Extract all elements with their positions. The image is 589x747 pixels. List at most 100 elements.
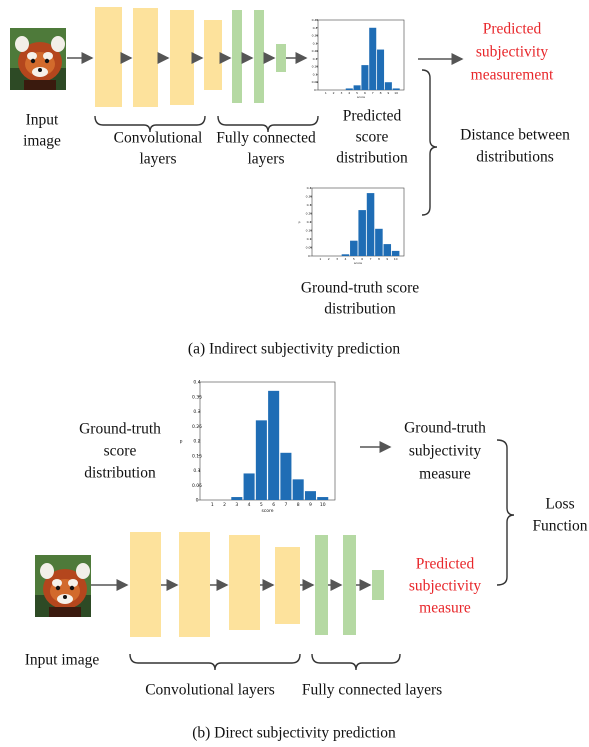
bar — [244, 473, 255, 500]
caption: (b) Direct subjectivity prediction — [192, 725, 396, 742]
input-image — [35, 555, 91, 617]
bar — [317, 497, 328, 500]
y-axis-label: p — [298, 220, 300, 224]
y-tick-label: 0.05 — [192, 483, 202, 489]
x-tick-label: 4 — [344, 257, 346, 261]
loss-label: Loss — [545, 496, 574, 513]
fc-layer — [254, 10, 264, 103]
conv-layer — [229, 535, 260, 630]
conv-layer — [204, 20, 222, 90]
input-label: image — [23, 133, 61, 150]
brace — [130, 654, 300, 670]
x-tick-label: 3 — [340, 91, 342, 95]
x-axis-label: score — [261, 508, 273, 514]
gt-dist-label: score — [104, 443, 137, 460]
y-tick-label: 0.3 — [307, 203, 312, 207]
conv-label: Convolutional layers — [145, 682, 275, 699]
conv-layer — [133, 8, 158, 107]
y-tick-label: 0.2 — [313, 57, 318, 61]
bar — [280, 453, 291, 500]
loss-label: Function — [532, 518, 587, 535]
input-image — [10, 28, 66, 90]
brace — [312, 654, 400, 670]
predicted-dist-label: score — [356, 129, 389, 146]
gt-dist-label: distribution — [324, 301, 396, 318]
output-label: measurement — [471, 67, 554, 84]
input-label: Input — [26, 112, 59, 129]
x-axis-label: score — [354, 261, 362, 265]
output-label: measure — [419, 600, 471, 617]
x-tick-label: 3 — [336, 257, 338, 261]
x-tick-label: 5 — [260, 502, 263, 508]
y-tick-label: 0 — [308, 254, 310, 258]
gt-measure-label: measure — [419, 466, 471, 483]
x-tick-label: 1 — [319, 257, 321, 261]
brace — [422, 70, 437, 215]
y-tick-label: 0.05 — [306, 246, 313, 250]
x-axis-label: score — [357, 95, 365, 99]
plot-frame — [318, 20, 404, 90]
y-tick-label: 0.1 — [313, 72, 318, 76]
bar — [231, 497, 242, 500]
x-tick-label: 7 — [372, 91, 374, 95]
bar — [377, 50, 384, 90]
x-tick-label: 8 — [297, 502, 300, 508]
input-label: Input image — [25, 652, 100, 669]
distance-label: Distance between — [460, 127, 570, 144]
y-tick-label: 0.35 — [306, 195, 313, 199]
fc-label: layers — [247, 151, 284, 168]
bar — [268, 391, 279, 500]
bar — [369, 28, 376, 90]
x-tick-label: 2 — [333, 91, 335, 95]
x-tick-label: 2 — [328, 257, 330, 261]
conv-layer — [275, 547, 300, 624]
bar — [375, 229, 383, 256]
x-tick-label: 10 — [394, 91, 398, 95]
fc-label: Fully connected layers — [302, 682, 442, 699]
output-label: subjectivity — [409, 578, 482, 595]
y-tick-label: 0.35 — [192, 394, 202, 400]
bar — [361, 65, 368, 90]
conv-label: Convolutional — [114, 130, 203, 147]
y-tick-label: 0.35 — [312, 34, 319, 38]
distance-label: distributions — [476, 149, 554, 166]
diagram: Input image Convolutional layers Fully conne… — [0, 0, 589, 747]
y-tick-label: 0.25 — [192, 424, 202, 430]
bar — [393, 88, 400, 90]
bar — [256, 420, 267, 500]
plot-frame — [200, 382, 335, 500]
fc-layer — [276, 44, 286, 72]
x-tick-label: 1 — [211, 502, 214, 508]
bar — [367, 193, 375, 256]
x-tick-label: 10 — [394, 257, 398, 261]
y-tick-label: 0.15 — [192, 453, 202, 459]
output-label: Predicted — [416, 556, 475, 573]
y-tick-label: 0 — [314, 88, 316, 92]
bar — [350, 241, 358, 256]
y-tick-label: 0.25 — [312, 49, 319, 53]
y-tick-label: 0.25 — [306, 212, 313, 216]
y-tick-label: 0 — [196, 498, 199, 504]
output-label: Predicted — [483, 21, 542, 38]
y-axis-label: p — [180, 440, 183, 445]
bar — [392, 251, 400, 256]
gt-dist-label: distribution — [84, 465, 156, 482]
bar — [358, 210, 366, 256]
predicted-dist-label: distribution — [336, 150, 408, 167]
x-tick-label: 4 — [248, 502, 251, 508]
bar — [384, 244, 392, 256]
caption: (a) Indirect subjectivity prediction — [188, 341, 400, 358]
conv-layer — [179, 532, 210, 637]
bar — [354, 85, 361, 90]
x-tick-label: 8 — [378, 257, 380, 261]
bar — [293, 479, 304, 500]
gt-dist-label: Ground-truth score — [301, 280, 419, 297]
x-tick-label: 7 — [370, 257, 372, 261]
conv-label: layers — [139, 151, 176, 168]
bar — [305, 491, 316, 500]
fc-label: Fully connected — [216, 130, 316, 147]
bar — [385, 82, 392, 90]
y-tick-label: 0.15 — [312, 65, 319, 69]
x-tick-label: 9 — [309, 502, 312, 508]
x-tick-label: 10 — [320, 502, 326, 508]
